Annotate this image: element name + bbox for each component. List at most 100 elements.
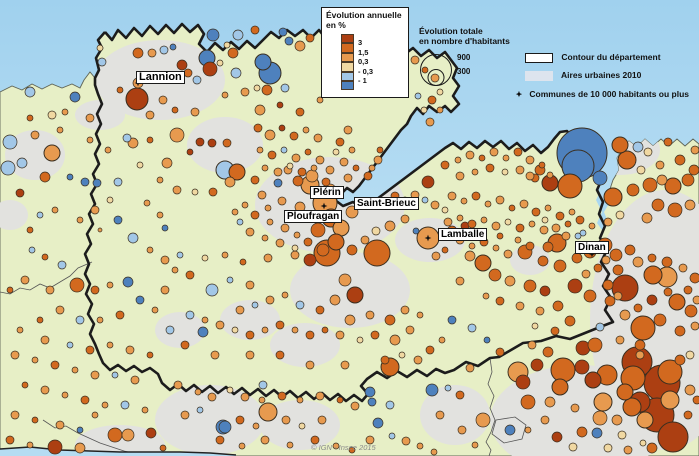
- commune-bubble: [515, 165, 525, 175]
- commune-bubble: [564, 315, 576, 327]
- commune-bubble: [275, 320, 285, 330]
- commune-bubble: [231, 326, 239, 334]
- commune-bubble: [111, 371, 119, 379]
- commune-bubble: [421, 175, 435, 189]
- commune-bubble: [601, 255, 611, 265]
- commune-bubble: [202, 61, 218, 77]
- commune-bubble: [239, 258, 247, 266]
- commune-bubble: [684, 304, 698, 318]
- commune-bubble: [61, 391, 69, 399]
- commune-bubble: [45, 285, 55, 295]
- commune-bubble: [567, 278, 583, 294]
- commune-bubble: [464, 250, 476, 262]
- commune-bubble: [91, 411, 99, 419]
- commune-bubble: [267, 150, 277, 160]
- commune-bubble: [482, 292, 490, 300]
- commune-bubble: [69, 277, 85, 293]
- commune-bubble: [455, 390, 465, 400]
- commune-bubble: [626, 183, 640, 197]
- commune-bubble: [207, 138, 217, 148]
- commune-bubble: [197, 326, 209, 338]
- city-label-saint-brieuc: Saint-Brieuc: [354, 197, 419, 210]
- legend-total-title-line1: Évolution totale: [419, 26, 483, 36]
- commune-bubble: [258, 380, 268, 390]
- commune-bubble: [684, 384, 696, 396]
- commune-bubble: [544, 204, 552, 212]
- city-label-ploufragan: Ploufragan: [284, 210, 343, 223]
- commune-bubble: [316, 96, 324, 104]
- commune-bubble: [36, 211, 44, 219]
- commune-bubble: [185, 270, 195, 280]
- commune-bubble: [609, 248, 623, 262]
- commune-bubble: [641, 212, 653, 224]
- commune-bubble: [332, 148, 340, 156]
- legend-swatch-1: [341, 34, 354, 44]
- legend-swatch-4: [341, 62, 354, 72]
- commune-bubble: [496, 232, 504, 240]
- legend-annual-evolution: Évolution annuelle en % 3 1,5 0,3 - 0,3 …: [321, 7, 409, 98]
- commune-bubble: [636, 165, 646, 175]
- commune-bubble: [302, 126, 310, 134]
- commune-bubble: [646, 294, 658, 306]
- commune-bubble: [224, 176, 236, 188]
- commune-bubble: [338, 273, 352, 287]
- commune-bubble: [253, 123, 263, 133]
- commune-bubble: [286, 441, 294, 449]
- commune-bubble: [555, 211, 565, 221]
- commune-bubble: [502, 154, 510, 162]
- commune-bubble: [495, 296, 505, 306]
- legend-threshold-label: 3: [358, 38, 363, 48]
- commune-bubble: [678, 263, 688, 273]
- commune-bubble: [537, 255, 549, 267]
- commune-bubble: [581, 269, 591, 279]
- commune-bubble: [622, 397, 642, 417]
- commune-bubble: [363, 171, 373, 181]
- commune-bubble: [280, 83, 290, 93]
- commune-bubble: [143, 199, 151, 207]
- commune-bubble: [278, 27, 288, 37]
- commune-bubble: [619, 309, 631, 321]
- commune-bubble: [146, 136, 154, 144]
- commune-bubble: [241, 201, 249, 209]
- commune-bubble: [325, 165, 335, 175]
- commune-bubble: [603, 217, 613, 227]
- commune-bubble: [0, 160, 16, 176]
- commune-bubble: [540, 415, 550, 425]
- commune-bubble: [286, 162, 294, 170]
- commune-bubble: [468, 242, 476, 250]
- commune-bubble: [413, 355, 423, 365]
- commune-bubble: [10, 350, 20, 360]
- commune-bubble: [689, 272, 699, 284]
- commune-bubble: [385, 400, 395, 410]
- commune-bubble: [97, 227, 103, 233]
- commune-bubble: [261, 84, 273, 96]
- city-label-pl-rin: Plérin: [310, 186, 344, 199]
- commune-bubble: [74, 442, 86, 454]
- legend-threshold-label: - 0,3: [358, 66, 374, 76]
- commune-bubble: [467, 323, 477, 333]
- commune-bubble: [332, 442, 340, 450]
- commune-bubble: [194, 388, 202, 396]
- commune-bubble: [201, 254, 209, 262]
- commune-bubble: [215, 320, 225, 330]
- commune-bubble: [250, 210, 260, 220]
- commune-bubble: [232, 29, 244, 41]
- commune-bubble: [227, 47, 239, 59]
- commune-bubble: [245, 350, 255, 360]
- commune-bubble: [40, 335, 50, 345]
- commune-bubble: [603, 187, 623, 207]
- commune-bubble: [690, 145, 699, 155]
- commune-bubble: [180, 340, 190, 350]
- commune-bubble: [661, 256, 673, 268]
- commune-bubble: [440, 160, 450, 170]
- commune-bubble: [356, 336, 364, 344]
- commune-bubble: [492, 244, 500, 252]
- commune-bubble: [278, 124, 286, 132]
- commune-bubble: [253, 84, 261, 92]
- city-label-lannion: Lannion: [136, 71, 185, 84]
- commune-bubble: [2, 134, 18, 150]
- commune-bubble: [80, 177, 90, 187]
- commune-bubble: [10, 410, 20, 420]
- commune-bubble: [61, 108, 69, 116]
- commune-bubble: [254, 53, 272, 71]
